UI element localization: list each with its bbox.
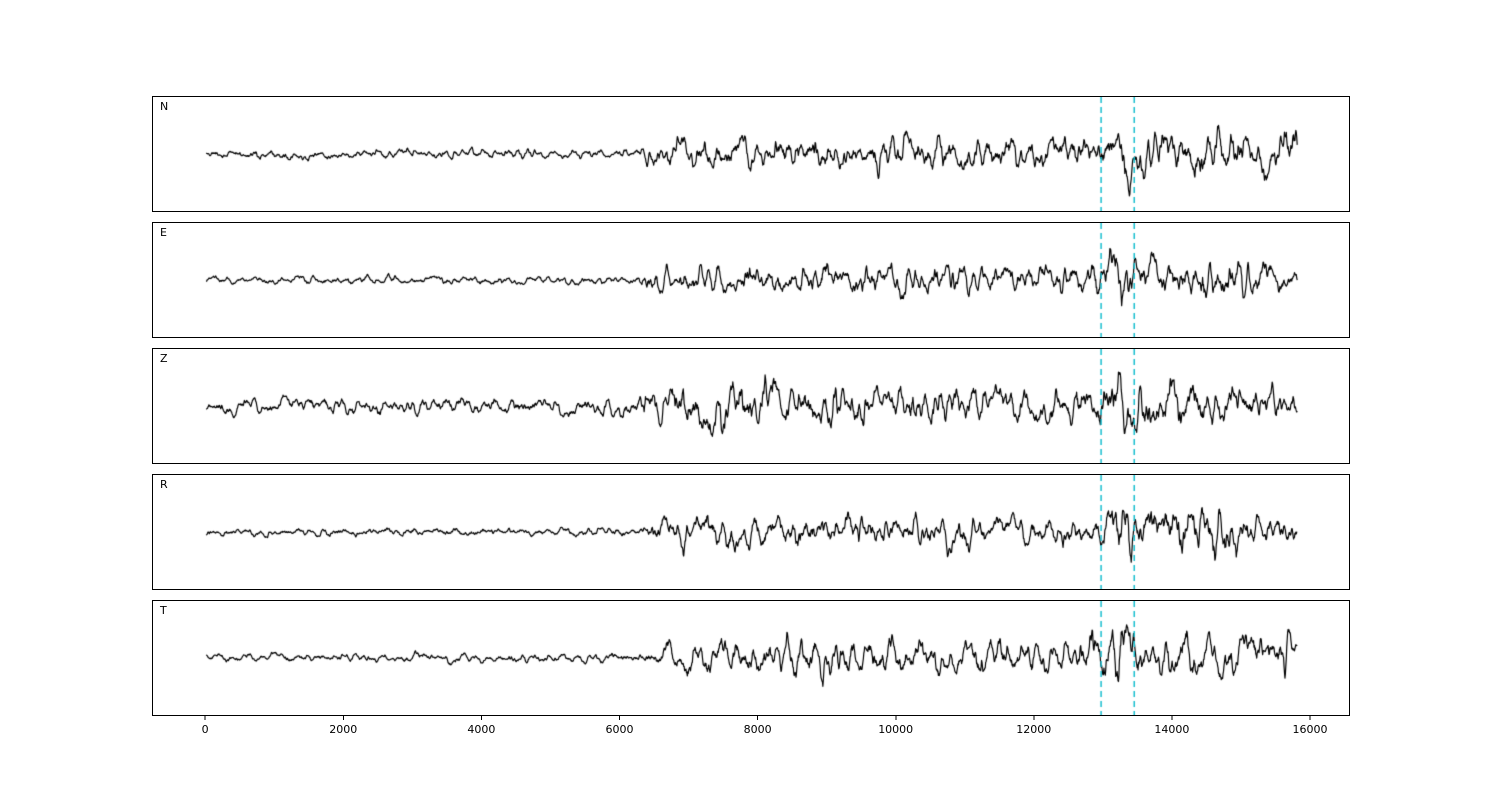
tick-mark — [1171, 716, 1173, 720]
tick-mark — [1033, 716, 1035, 720]
waveform-panel-n: N — [152, 96, 1350, 212]
panel-label-z: Z — [160, 352, 168, 365]
tick-label: 10000 — [878, 723, 914, 736]
waveform-panel-r: R — [152, 474, 1350, 590]
tick-mark — [757, 716, 759, 720]
panel-label-r: R — [160, 478, 168, 491]
x-axis-tick: 2000 — [329, 716, 357, 736]
tick-label: 6000 — [605, 723, 634, 736]
tick-mark — [480, 716, 482, 720]
tick-label: 12000 — [1016, 723, 1052, 736]
x-axis-tick: 8000 — [744, 716, 772, 736]
waveform-canvas-z — [153, 349, 1349, 463]
panel-label-n: N — [160, 100, 169, 113]
waveform-canvas-t — [153, 601, 1349, 715]
x-axis-tick: 10000 — [878, 716, 913, 736]
waveform-canvas-r — [153, 475, 1349, 589]
panel-label-t: T — [160, 604, 167, 617]
tick-label: 16000 — [1292, 723, 1328, 736]
waveform-panel-e: E — [152, 222, 1350, 338]
tick-label: 2000 — [329, 723, 358, 736]
seismogram-figure: N E Z R T 0 2000 4000 6000 — [152, 96, 1350, 744]
x-axis: 0 2000 4000 6000 8000 10000 12000 14000 … — [152, 716, 1348, 744]
x-axis-tick: 12000 — [1016, 716, 1051, 736]
waveform-panels: N E Z R T — [152, 96, 1350, 716]
x-axis-tick: 14000 — [1154, 716, 1189, 736]
tick-label: 8000 — [743, 723, 772, 736]
waveform-panel-t: T — [152, 600, 1350, 716]
tick-label: 14000 — [1154, 723, 1190, 736]
tick-mark — [895, 716, 897, 720]
x-axis-tick: 16000 — [1293, 716, 1328, 736]
tick-mark — [204, 716, 206, 720]
x-axis-tick: 0 — [202, 716, 209, 736]
panel-label-e: E — [160, 226, 167, 239]
x-axis-tick: 4000 — [467, 716, 495, 736]
waveform-panel-z: Z — [152, 348, 1350, 464]
tick-mark — [342, 716, 344, 720]
x-axis-tick: 6000 — [605, 716, 633, 736]
waveform-canvas-e — [153, 223, 1349, 337]
tick-label: 0 — [201, 723, 209, 736]
tick-mark — [618, 716, 620, 720]
waveform-canvas-n — [153, 97, 1349, 211]
tick-mark — [1309, 716, 1311, 720]
tick-label: 4000 — [467, 723, 496, 736]
